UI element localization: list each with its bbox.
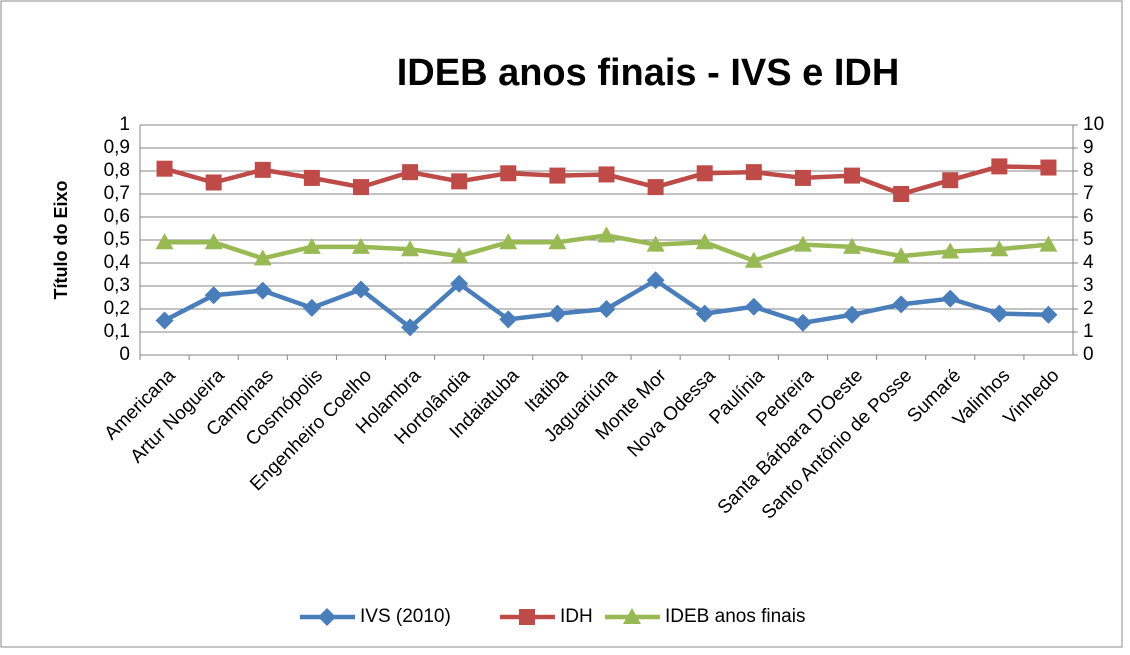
y-tick-label: 0 — [119, 344, 130, 365]
y-tick-label: 0,3 — [104, 275, 130, 296]
marker-diamond — [302, 298, 321, 317]
y2-tick-label: 8 — [1083, 160, 1094, 181]
marker-diamond — [155, 311, 174, 330]
marker-triangle — [597, 226, 616, 243]
marker-square — [205, 174, 222, 191]
y-tick-label: 0,9 — [104, 137, 130, 158]
marker-square — [156, 160, 173, 177]
marker-diamond — [892, 295, 911, 314]
marker-diamond — [401, 318, 420, 337]
marker-triangle — [744, 251, 763, 268]
marker-square — [402, 164, 419, 181]
legend-label: IDEB anos finais — [665, 606, 805, 627]
y2-tick-label: 2 — [1083, 298, 1094, 319]
marker-diamond — [253, 281, 272, 300]
marker-triangle — [450, 247, 469, 264]
y2-tick-label: 5 — [1083, 229, 1094, 250]
marker-diamond — [695, 304, 714, 323]
marker-diamond — [793, 313, 812, 332]
marker-square — [254, 161, 271, 178]
marker-diamond — [990, 304, 1009, 323]
marker-square — [794, 169, 811, 186]
marker-square — [696, 165, 713, 182]
marker-triangle — [793, 235, 812, 252]
y2-tick-label: 10 — [1083, 114, 1104, 135]
marker-square — [352, 179, 369, 196]
marker-square — [500, 165, 517, 182]
marker-triangle — [990, 240, 1009, 257]
marker-triangle — [941, 242, 960, 259]
marker-triangle — [1039, 235, 1058, 252]
marker-triangle — [499, 233, 518, 250]
y-tick-label: 0,4 — [104, 252, 131, 273]
marker-diamond — [744, 297, 763, 316]
marker-diamond — [1039, 305, 1058, 324]
y-tick-label: 0,2 — [104, 298, 130, 319]
marker-square — [893, 186, 910, 202]
marker-diamond — [941, 289, 960, 308]
marker-triangle — [623, 608, 641, 624]
marker-triangle — [253, 249, 272, 266]
marker-triangle — [401, 240, 420, 257]
marker-square — [549, 167, 566, 184]
marker-triangle — [155, 233, 174, 250]
legend-label: IVS (2010) — [360, 606, 451, 627]
marker-triangle — [646, 235, 665, 252]
y2-tick-label: 3 — [1083, 275, 1094, 296]
y2-tick-label: 6 — [1083, 206, 1094, 227]
y2-tick-label: 7 — [1083, 183, 1094, 204]
marker-diamond — [318, 608, 336, 626]
y-tick-label: 0,6 — [104, 206, 130, 227]
marker-diamond — [351, 280, 370, 299]
marker-square — [844, 167, 861, 184]
marker-square — [1040, 159, 1057, 176]
marker-diamond — [843, 305, 862, 324]
y2-tick-label: 4 — [1083, 252, 1094, 273]
marker-square — [991, 158, 1008, 175]
marker-square — [303, 169, 320, 186]
legend-label: IDH — [560, 606, 593, 627]
marker-triangle — [548, 233, 567, 250]
y2-tick-label: 1 — [1083, 321, 1094, 342]
chart-title: IDEB anos finais - IVS e IDH — [397, 52, 900, 94]
y-tick-label: 0,1 — [104, 321, 130, 342]
marker-triangle — [351, 237, 370, 254]
marker-square — [519, 609, 535, 625]
y-tick-label: 0,5 — [104, 229, 130, 250]
marker-diamond — [548, 304, 567, 323]
marker-diamond — [204, 286, 223, 305]
y2-tick-label: 9 — [1083, 137, 1094, 158]
y-axis-title: Título do Eixo — [51, 181, 71, 300]
marker-square — [942, 172, 959, 189]
marker-diamond — [597, 300, 616, 318]
marker-triangle — [204, 233, 223, 250]
marker-diamond — [499, 310, 518, 329]
marker-diamond — [450, 274, 469, 293]
marker-square — [745, 164, 762, 181]
marker-triangle — [695, 233, 714, 250]
y-tick-label: 0,8 — [104, 160, 130, 181]
marker-diamond — [646, 271, 665, 290]
marker-square — [647, 179, 664, 196]
y2-tick-label: 0 — [1083, 344, 1094, 365]
marker-triangle — [302, 237, 321, 254]
marker-triangle — [892, 247, 911, 264]
y-tick-label: 0,7 — [104, 183, 130, 204]
marker-triangle — [843, 237, 862, 254]
marker-square — [598, 166, 615, 183]
y-tick-label: 1 — [119, 114, 130, 135]
marker-square — [451, 173, 468, 190]
